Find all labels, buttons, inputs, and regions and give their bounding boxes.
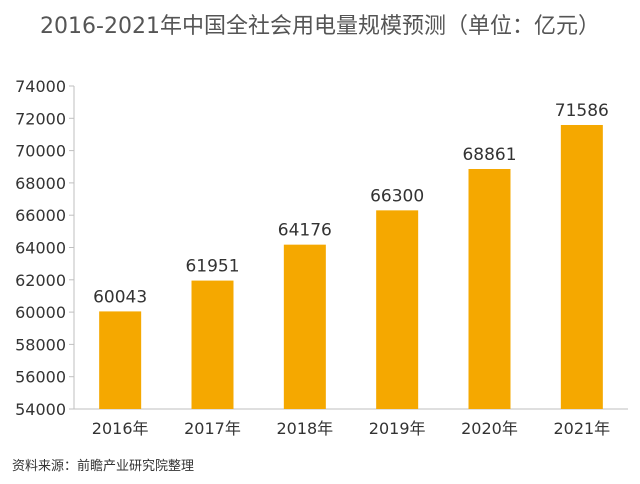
x-tick-label: 2021年	[553, 419, 610, 438]
y-tick-label: 70000	[15, 142, 66, 161]
x-tick-label: 2018年	[276, 419, 333, 438]
source-note: 资料来源：前瞻产业研究院整理	[12, 459, 195, 474]
y-tick-label: 56000	[15, 368, 66, 387]
x-tick-label: 2017年	[184, 419, 241, 438]
bar-6	[560, 124, 603, 410]
y-axis: 54000 56000 58000 60000 62000 64000 66000 68000…	[15, 77, 75, 419]
y-tick-label: 68000	[15, 174, 66, 193]
bar-1	[99, 311, 142, 409]
data-label-4: 66300	[370, 186, 424, 206]
data-label-1: 60043	[93, 287, 147, 307]
bar-4	[376, 210, 419, 409]
bar-5	[468, 168, 511, 409]
chart-title: 2016-2021年中国全社会用电量规模预测（单位：亿元）	[40, 14, 600, 39]
y-tick-label: 62000	[15, 271, 66, 290]
y-tick-label: 54000	[15, 400, 66, 419]
data-label-2: 61951	[185, 257, 239, 277]
bars	[99, 124, 603, 410]
data-label-3: 64176	[278, 221, 332, 241]
data-label-6: 71586	[555, 101, 609, 121]
x-tick-label: 2019年	[369, 419, 426, 438]
bar-3	[283, 244, 326, 409]
x-tick-label: 2016年	[92, 419, 149, 438]
bar-2	[191, 280, 234, 409]
y-tick-label: 72000	[15, 109, 66, 128]
x-axis: 2016年 2017年 2018年 2019年 2020年 2021年	[74, 408, 628, 438]
y-tick-label: 74000	[15, 77, 66, 96]
x-tick-label: 2020年	[461, 419, 518, 438]
y-tick-label: 58000	[15, 335, 66, 354]
y-tick-label: 60000	[15, 303, 66, 322]
data-label-5: 68861	[462, 145, 516, 165]
y-tick-label: 64000	[15, 239, 66, 258]
data-labels: 60043 61951 64176 66300 68861 71586	[93, 101, 609, 307]
y-tick-label: 66000	[15, 206, 66, 225]
